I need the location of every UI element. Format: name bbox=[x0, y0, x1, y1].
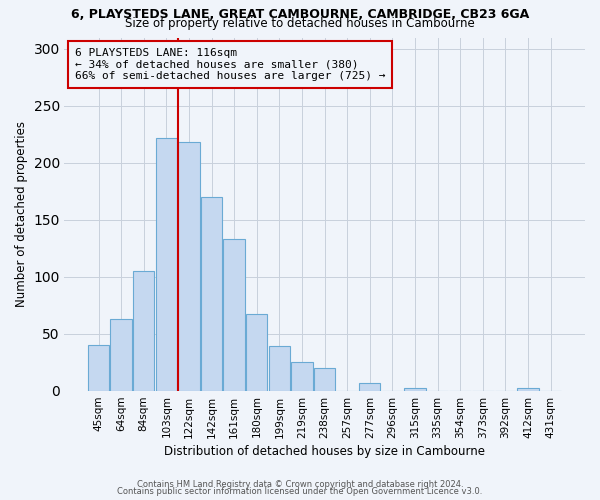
Bar bbox=[155, 138, 177, 390]
Bar bbox=[201, 197, 222, 390]
Y-axis label: Number of detached properties: Number of detached properties bbox=[15, 121, 28, 307]
Text: Contains HM Land Registry data © Crown copyright and database right 2024.: Contains HM Land Registry data © Crown c… bbox=[137, 480, 463, 489]
Text: Size of property relative to detached houses in Cambourne: Size of property relative to detached ho… bbox=[125, 18, 475, 30]
Bar bbox=[517, 388, 539, 390]
Bar bbox=[359, 382, 380, 390]
Bar bbox=[404, 388, 426, 390]
Text: 6 PLAYSTEDS LANE: 116sqm
← 34% of detached houses are smaller (380)
66% of semi-: 6 PLAYSTEDS LANE: 116sqm ← 34% of detach… bbox=[74, 48, 385, 82]
Bar bbox=[246, 314, 268, 390]
Bar bbox=[269, 346, 290, 391]
Bar bbox=[291, 362, 313, 390]
Bar bbox=[178, 142, 200, 390]
X-axis label: Distribution of detached houses by size in Cambourne: Distribution of detached houses by size … bbox=[164, 444, 485, 458]
Text: 6, PLAYSTEDS LANE, GREAT CAMBOURNE, CAMBRIDGE, CB23 6GA: 6, PLAYSTEDS LANE, GREAT CAMBOURNE, CAMB… bbox=[71, 8, 529, 20]
Bar bbox=[110, 319, 132, 390]
Text: Contains public sector information licensed under the Open Government Licence v3: Contains public sector information licen… bbox=[118, 487, 482, 496]
Bar bbox=[314, 368, 335, 390]
Bar bbox=[88, 345, 109, 391]
Bar bbox=[223, 239, 245, 390]
Bar bbox=[133, 271, 154, 390]
